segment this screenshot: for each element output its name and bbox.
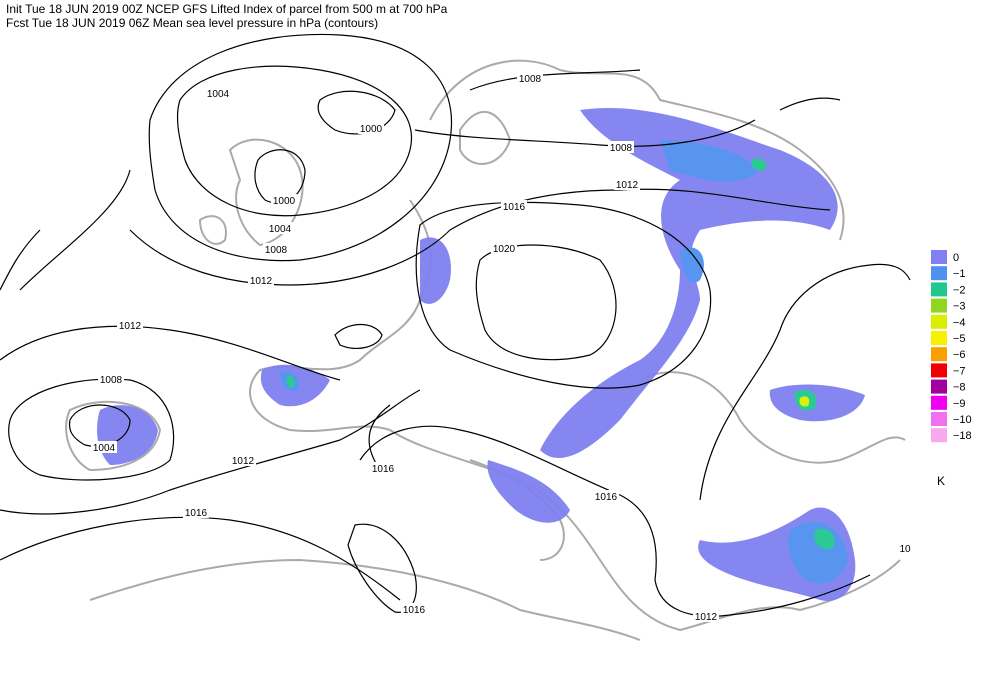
- legend: 0 −1 −2 −3 −4 −5 −6 −7 −8 −9 −10 −18: [931, 250, 972, 443]
- legend-label: −2: [953, 284, 966, 296]
- legend-swatch: [931, 331, 947, 345]
- contour-label-bg: [614, 178, 640, 190]
- contour-label: 1016: [372, 464, 395, 475]
- contour-label-bg: [271, 194, 297, 206]
- contour-label-bg: [693, 610, 719, 622]
- contour-label-bg: [593, 490, 619, 502]
- contour-label: 1012: [232, 456, 255, 467]
- legend-label: −5: [953, 333, 966, 345]
- contour-label: 1012: [119, 321, 142, 332]
- contour-label-bg: [230, 454, 256, 466]
- legend-swatch: [931, 266, 947, 281]
- contour-label: 1008: [519, 74, 542, 85]
- contour-label-bg: [205, 87, 231, 99]
- contour-label-bg: [517, 72, 543, 84]
- contour-label: 1016: [595, 492, 618, 503]
- legend-label: −9: [953, 398, 966, 410]
- contour-label: 1016: [403, 605, 426, 616]
- legend-label: −4: [953, 317, 966, 329]
- legend-swatch: [931, 314, 947, 329]
- contour-label: 1008: [610, 143, 633, 154]
- contour-label-bg: [358, 122, 384, 134]
- contour-label: 1016: [503, 202, 526, 213]
- contour-label-bg: [370, 462, 396, 474]
- contour-label-bg: [401, 603, 427, 615]
- legend-swatch: [931, 395, 947, 410]
- contour-label-bg: [491, 242, 517, 254]
- lifted-index-areas: [97, 108, 865, 601]
- contour-label-bg: [117, 319, 143, 331]
- legend-unit: K: [937, 474, 945, 488]
- contour-label-bg: [608, 141, 634, 153]
- header-line: Fcst Tue 18 JUN 2019 06Z Mean sea level …: [6, 16, 378, 30]
- contour-label-bg: [91, 441, 117, 453]
- legend-label: −3: [953, 301, 966, 313]
- legend-swatch: [931, 428, 947, 443]
- contour-label: 1008: [265, 245, 288, 256]
- legend-swatch: [931, 347, 947, 362]
- legend-label: −10: [953, 414, 972, 426]
- contour-label: 1016: [185, 508, 208, 519]
- contour-label: 1012: [616, 180, 639, 191]
- legend-label: −18: [953, 430, 972, 442]
- header-line: Init Tue 18 JUN 2019 00Z NCEP GFS Lifted…: [6, 2, 448, 16]
- legend-label: −1: [953, 268, 966, 280]
- contour-label-bg: [98, 373, 124, 385]
- contour-label: 10: [899, 544, 911, 555]
- legend-swatch: [931, 379, 947, 394]
- contour-label: 1008: [100, 375, 123, 386]
- legend-swatch: [931, 282, 947, 297]
- contour-label-bg: [892, 542, 918, 554]
- contour-label-bg: [263, 243, 289, 255]
- legend-swatch: [931, 298, 947, 313]
- legend-label: −6: [953, 349, 966, 361]
- legend-label: 0: [953, 252, 959, 264]
- contour-labels: 1004 1000 1000 1004 1008 1012 1012 1008 1004 1012…: [91, 72, 918, 623]
- contour-label-bg: [183, 506, 209, 518]
- legend-swatch: [931, 363, 947, 378]
- contour-label: 1000: [273, 196, 296, 207]
- legend-swatch: [931, 412, 947, 426]
- legend-label: −7: [953, 365, 966, 377]
- contour-label: 1012: [250, 276, 273, 287]
- contour-label-bg: [267, 222, 293, 234]
- contour-label-bg: [501, 200, 527, 212]
- legend-label: −8: [953, 382, 966, 394]
- contour-label: 1000: [360, 124, 383, 135]
- contour-label: 1004: [207, 89, 230, 100]
- legend-swatch: [931, 250, 947, 264]
- contour-label: 1020: [493, 244, 516, 255]
- contour-label: 1004: [269, 224, 292, 235]
- contour-label: 1004: [93, 443, 116, 454]
- contour-label-bg: [248, 274, 274, 286]
- contour-label: 1012: [695, 612, 718, 623]
